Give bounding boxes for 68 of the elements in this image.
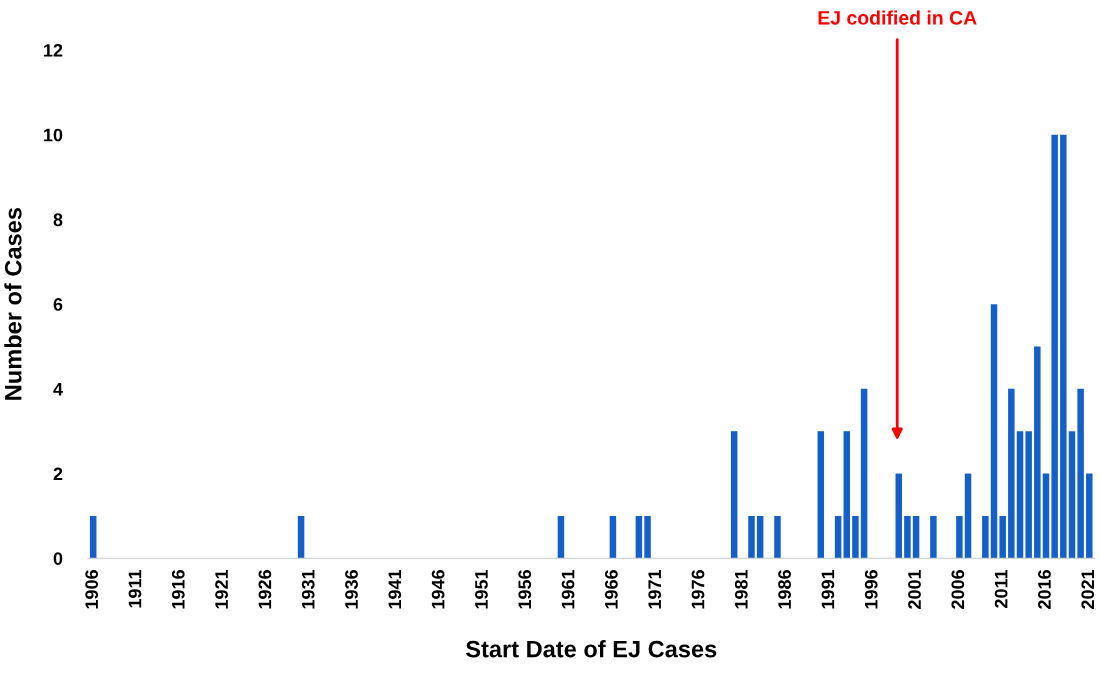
bar [895,473,902,559]
x-tick-label: 1946 [431,570,445,609]
x-tick-label: 1976 [691,570,705,609]
y-tick-label: 6 [53,298,63,311]
bar [904,515,911,559]
x-tick-label: 1906 [85,570,99,609]
x-tick-label: 1971 [648,569,662,609]
bar [1008,388,1015,559]
bar [964,473,972,559]
bar [860,388,868,559]
bar [852,515,859,559]
x-axis-title: Start Date of EJ Cases [465,640,717,658]
bar [843,431,851,559]
x-tick-label: 1956 [518,570,532,609]
x-tick-label: 2011 [994,569,1008,608]
bar [748,515,755,559]
bar [1086,473,1093,559]
x-tick-label: 1991 [821,569,835,609]
bar [1051,134,1058,559]
text: EJ codified in CA [818,10,977,25]
bar [1025,431,1032,559]
x-tick-label: 2021 [1081,569,1095,609]
bar [1068,431,1076,559]
x-tick-label: 2016 [1038,570,1051,609]
x-tick-label: 1986 [778,570,791,609]
bar [609,515,617,559]
x-tick-label: 1921 [215,569,228,609]
bar [1060,134,1067,559]
bar [930,515,937,559]
y-tick-label: 8 [53,213,63,227]
bar [557,515,565,559]
y-tick-label: 0 [53,552,63,565]
bar [1042,473,1050,559]
bar [756,515,764,559]
x-tick-label: 1996 [864,570,878,609]
x-tick-label: 1931 [301,569,315,609]
y-tick-label: 10 [44,128,63,142]
x-tick-label: 2006 [951,570,965,609]
x-tick-label: 1981 [734,569,748,609]
bar [1016,431,1024,559]
bar [774,515,781,559]
x-tick-label: 1966 [604,570,618,609]
x-tick-label: 1911 [128,569,142,608]
bar [1077,388,1084,559]
bar [912,515,920,559]
y-tick-label: 12 [44,43,63,57]
bar [1034,346,1041,559]
bar [834,515,842,559]
x-tick-label: 1951 [475,569,488,609]
x-tick-label: 1961 [561,569,575,609]
y-axis-title: Number of Cases [4,208,22,400]
x-tick-label: 1926 [258,570,272,609]
y-tick-label: 4 [53,382,63,396]
bar [635,515,643,559]
bar [999,515,1006,559]
bar [730,431,738,559]
x-tick-label: 2001 [908,569,921,609]
x-tick-label: 1936 [345,570,358,609]
bar [990,304,998,559]
bar [817,431,825,559]
bar [644,515,651,559]
bar [956,515,963,559]
x-tick-label: 1941 [388,569,402,609]
bar [297,515,305,559]
x-tick-label: 1916 [171,570,185,609]
bar [89,515,97,559]
bar [982,515,989,559]
y-tick-label: 2 [53,467,63,481]
